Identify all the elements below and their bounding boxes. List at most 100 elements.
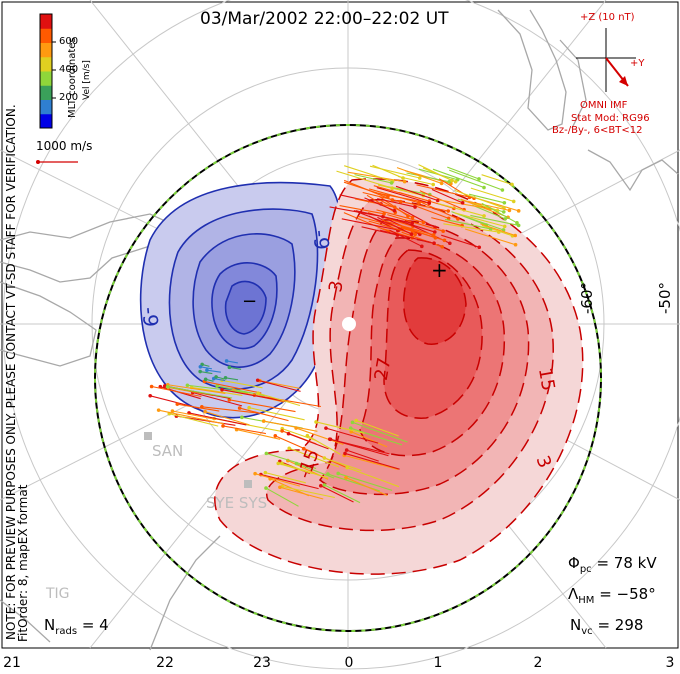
velocity-vector (356, 420, 399, 437)
mlt-tick-23: 23 (253, 655, 271, 671)
velocity-vector-origin (255, 378, 260, 383)
velocity-vector (397, 175, 434, 186)
mlt-tick-3: 3 (665, 655, 675, 671)
velocity-vector-origin (261, 419, 266, 423)
velocity-vector (254, 394, 321, 408)
colorbar-title: Vel [m/s] (82, 60, 92, 100)
stat-phi-value: = 78 kV (596, 554, 657, 572)
velocity-vector (389, 229, 423, 247)
colorbar-band (40, 85, 52, 100)
velocity-vector-origin (170, 409, 175, 413)
stat-lambda-symbol: Λ (568, 585, 579, 603)
velocity-vector (275, 435, 319, 456)
velocity-vector (213, 378, 226, 382)
velocity-vector-origin (440, 245, 444, 249)
velocity-vector-origin (502, 224, 507, 229)
velocity-vector (295, 427, 344, 446)
mlt-tick-1: 1 (433, 655, 443, 671)
velocity-vector-origin (392, 205, 397, 209)
velocity-vector (278, 462, 313, 475)
velocity-vector-origin (496, 230, 501, 234)
velocity-vector (221, 389, 286, 402)
fit-info: FitOrder: 8, mapEX format (16, 484, 30, 642)
velocity-vector-origin (220, 387, 224, 392)
velocity-vector (439, 199, 491, 210)
velocity-vector-origin (327, 437, 332, 441)
imf-source: OMNI IMF (580, 100, 628, 111)
velocity-vector (369, 165, 420, 179)
velocity-vector-origin (345, 465, 350, 470)
site-marker-sye (244, 480, 252, 488)
velocity-vector (177, 403, 220, 412)
velocity-vector (266, 452, 317, 470)
velocity-vector (289, 447, 340, 468)
colorbar-band (40, 14, 52, 29)
velocity-vector (200, 371, 213, 375)
velocity-vector-origin (227, 398, 232, 402)
velocity-vector-origin (427, 201, 432, 205)
velocity-vector-origin (442, 238, 447, 243)
velocity-vector (454, 189, 505, 209)
velocity-vector-origin (305, 433, 310, 438)
velocity-vector-origin (482, 185, 486, 190)
velocity-vector-origin (386, 194, 390, 199)
velocity-vector-origin (273, 434, 278, 438)
velocity-vector-origin (203, 409, 207, 414)
velocity-vector-origin (198, 369, 202, 374)
velocity-vector (260, 473, 319, 490)
dawn-cell (214, 178, 584, 575)
velocity-vector-origin (256, 391, 261, 396)
stat-phi-pc: Φpc = 78 kV (568, 554, 657, 575)
velocity-vector (315, 421, 365, 434)
velocity-vector (352, 421, 408, 443)
velocity-vector (296, 463, 335, 479)
velocity-vector-origin (215, 384, 220, 388)
scale-vector-label: 1000 m/s (36, 139, 93, 153)
contour-label-pos-3-top: 3 (325, 279, 348, 294)
stat-phi-subscript: pc (579, 564, 592, 575)
velocity-vector-origin (264, 451, 269, 456)
velocity-vector-origin (441, 229, 445, 233)
velocity-vector-origin (510, 182, 514, 187)
velocity-vector (221, 379, 263, 389)
velocity-vector (344, 165, 393, 182)
velocity-vector-origin (448, 241, 452, 246)
site-label-san: SAN (152, 442, 184, 460)
velocity-vector (413, 204, 449, 219)
velocity-vector (239, 407, 289, 422)
velocity-vector-origin (410, 215, 415, 220)
velocity-vector-origin (417, 176, 422, 180)
colorbar-tick-400: 400 (59, 64, 79, 75)
velocity-vector-origin (264, 486, 268, 490)
velocity-vector (236, 429, 281, 440)
velocity-vector-origin (350, 420, 355, 425)
velocity-vector (355, 210, 413, 224)
velocity-vector (447, 166, 480, 180)
velocity-vector-origin (460, 201, 465, 205)
lat-label-50: -50° (656, 282, 674, 314)
velocity-vector-origin (198, 365, 203, 369)
velocity-vector (257, 379, 301, 392)
velocity-vector (263, 420, 318, 432)
velocity-vector (443, 223, 499, 233)
dawn-max-marker: + (431, 258, 448, 282)
velocity-vector (464, 215, 504, 231)
velocity-vector-origin (516, 209, 521, 213)
velocity-vector (396, 167, 442, 184)
velocity-vector (480, 223, 516, 237)
velocity-vector-origin (392, 208, 397, 213)
velocity-vector (188, 412, 247, 426)
velocity-vector-origin (432, 230, 437, 234)
contour-label-neg-right: -9 (308, 229, 334, 251)
site-label-tig: TIG (46, 586, 70, 602)
velocity-vector (167, 384, 226, 394)
velocity-vector (350, 427, 403, 446)
velocity-vector (279, 486, 324, 500)
velocity-vector (191, 386, 243, 396)
velocity-vector (351, 431, 388, 448)
velocity-vector (265, 487, 299, 507)
velocity-vector-origin (162, 384, 167, 388)
velocity-vector (381, 219, 434, 236)
velocity-vector-origin (185, 383, 190, 388)
